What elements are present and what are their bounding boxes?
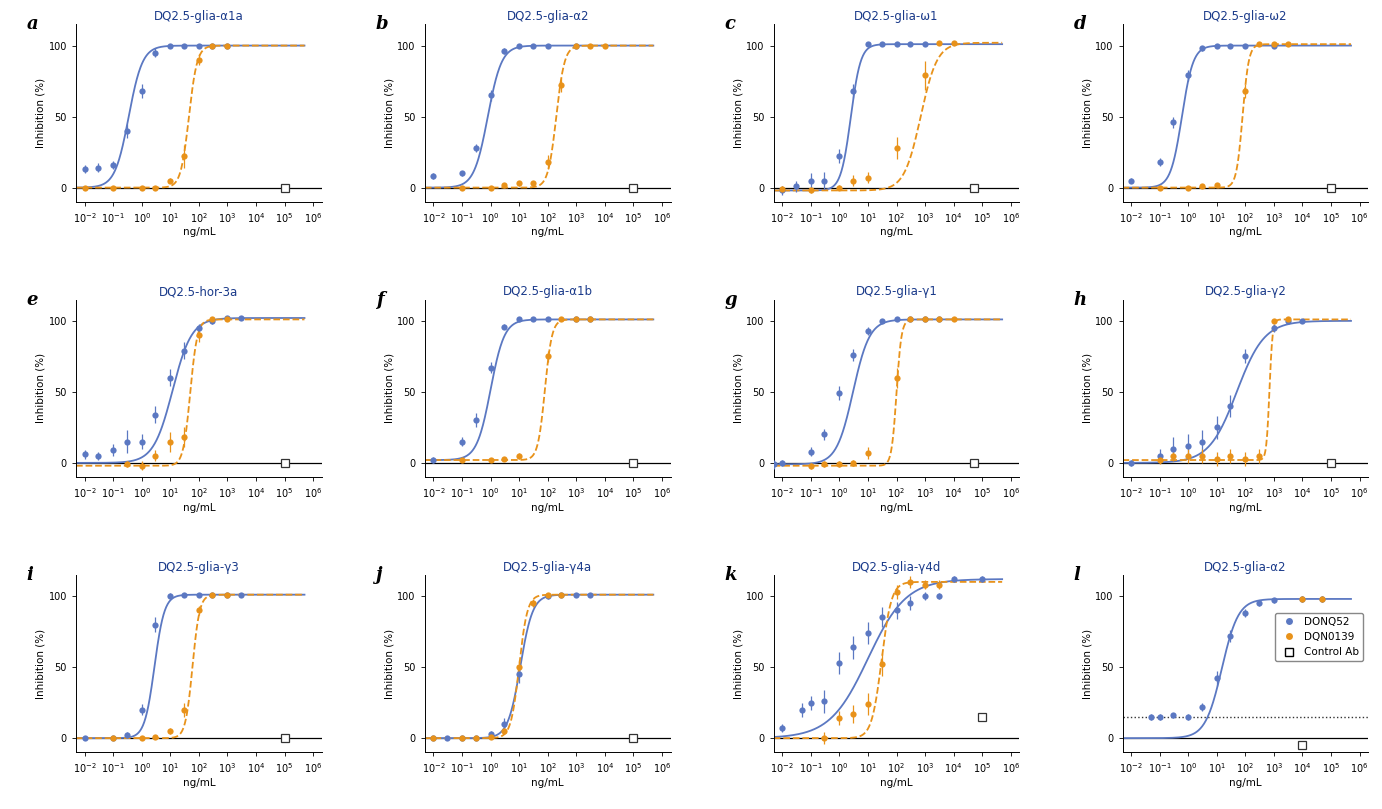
Text: j: j [376,566,383,584]
X-axis label: ng/mL: ng/mL [880,502,914,513]
Text: f: f [376,290,383,309]
X-axis label: ng/mL: ng/mL [1229,502,1262,513]
X-axis label: ng/mL: ng/mL [182,227,216,238]
X-axis label: ng/mL: ng/mL [182,502,216,513]
X-axis label: ng/mL: ng/mL [531,502,564,513]
Y-axis label: Inhibition (%): Inhibition (%) [1082,354,1092,423]
Title: DQ2.5-glia-α2: DQ2.5-glia-α2 [1204,561,1287,574]
Text: e: e [26,290,39,309]
Y-axis label: Inhibition (%): Inhibition (%) [1082,629,1092,699]
Y-axis label: Inhibition (%): Inhibition (%) [384,354,395,423]
Y-axis label: Inhibition (%): Inhibition (%) [1082,78,1092,148]
Title: DQ2.5-hor-3a: DQ2.5-hor-3a [159,286,239,299]
Text: c: c [724,15,735,33]
Title: DQ2.5-glia-α1b: DQ2.5-glia-α1b [503,286,593,299]
Text: k: k [724,566,737,584]
Y-axis label: Inhibition (%): Inhibition (%) [734,354,744,423]
Title: DQ2.5-glia-α1a: DQ2.5-glia-α1a [153,10,243,23]
Text: l: l [1074,566,1081,584]
X-axis label: ng/mL: ng/mL [1229,778,1262,788]
Title: DQ2.5-glia-γ1: DQ2.5-glia-γ1 [855,286,937,299]
Y-axis label: Inhibition (%): Inhibition (%) [384,78,395,148]
Y-axis label: Inhibition (%): Inhibition (%) [36,629,46,699]
Title: DQ2.5-glia-ω1: DQ2.5-glia-ω1 [854,10,938,23]
Text: g: g [724,290,737,309]
Y-axis label: Inhibition (%): Inhibition (%) [36,354,46,423]
Title: DQ2.5-glia-γ4a: DQ2.5-glia-γ4a [503,561,593,574]
X-axis label: ng/mL: ng/mL [531,227,564,238]
Text: b: b [376,15,388,33]
Text: h: h [1074,290,1086,309]
Title: DQ2.5-glia-γ4d: DQ2.5-glia-γ4d [851,561,941,574]
Y-axis label: Inhibition (%): Inhibition (%) [384,629,395,699]
X-axis label: ng/mL: ng/mL [880,778,914,788]
X-axis label: ng/mL: ng/mL [531,778,564,788]
Text: i: i [26,566,33,584]
Text: a: a [26,15,39,33]
Y-axis label: Inhibition (%): Inhibition (%) [734,629,744,699]
X-axis label: ng/mL: ng/mL [880,227,914,238]
Title: DQ2.5-glia-α2: DQ2.5-glia-α2 [506,10,589,23]
Y-axis label: Inhibition (%): Inhibition (%) [734,78,744,148]
Text: d: d [1074,15,1086,33]
Title: DQ2.5-glia-ω2: DQ2.5-glia-ω2 [1204,10,1288,23]
Title: DQ2.5-glia-γ3: DQ2.5-glia-γ3 [158,561,239,574]
X-axis label: ng/mL: ng/mL [1229,227,1262,238]
Legend: DONQ52, DQN0139, Control Ab: DONQ52, DQN0139, Control Ab [1274,612,1363,661]
Y-axis label: Inhibition (%): Inhibition (%) [36,78,46,148]
X-axis label: ng/mL: ng/mL [182,778,216,788]
Title: DQ2.5-glia-γ2: DQ2.5-glia-γ2 [1204,286,1287,299]
